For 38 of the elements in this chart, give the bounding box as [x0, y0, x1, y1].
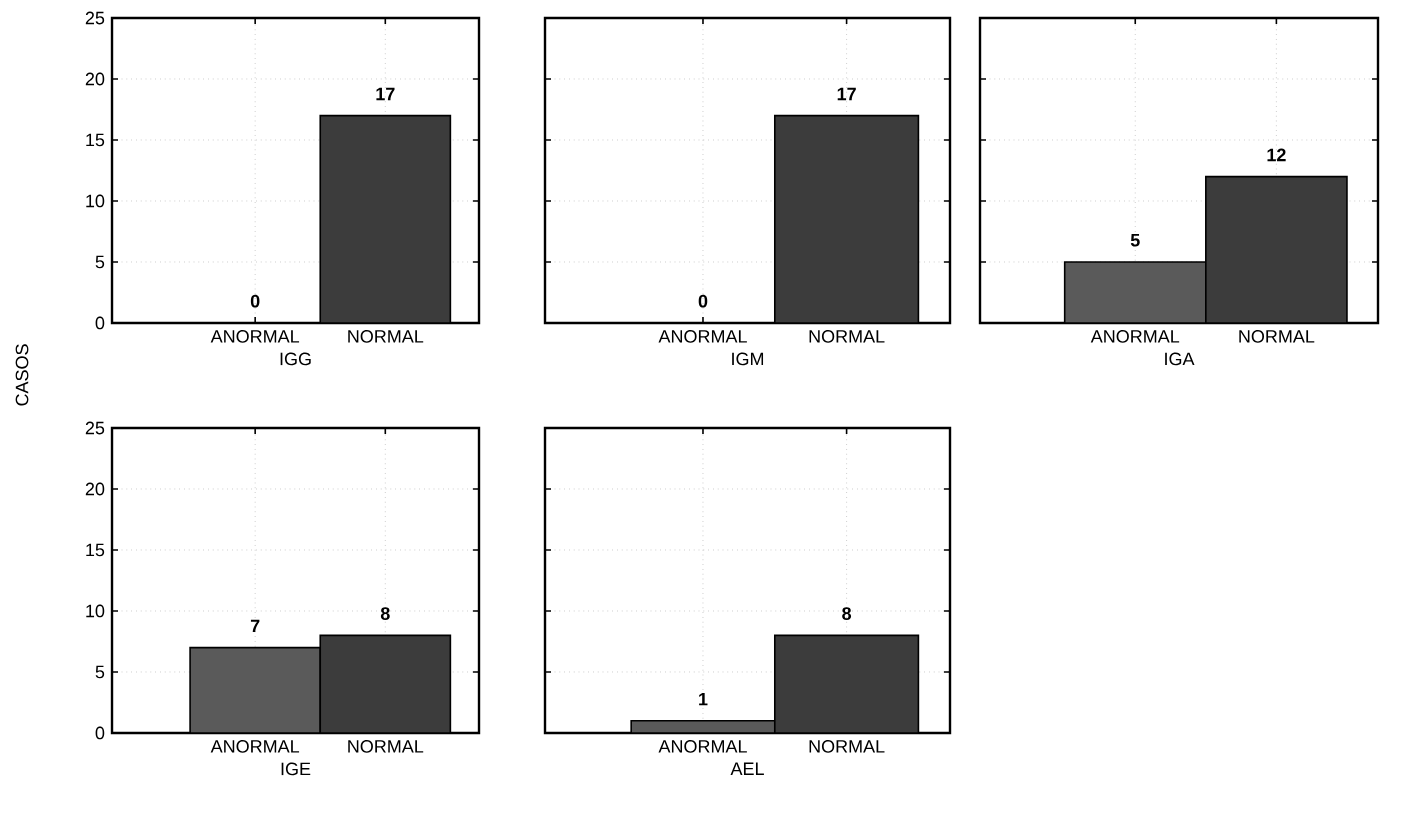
data-label: 7 — [250, 619, 260, 633]
y-tick-label: 20 — [85, 72, 105, 86]
x-tick-label: NORMAL — [348, 330, 424, 343]
y-tick-label: 15 — [86, 133, 105, 147]
y-tick-label: 20 — [85, 482, 105, 496]
x-tick-label: ANORMAL — [658, 330, 747, 343]
y-tick-label: 25 — [85, 11, 105, 25]
x-axis-title: AEL — [730, 762, 764, 775]
y-tick-label: 10 — [86, 604, 105, 618]
x-axis-title: IGA — [1165, 352, 1195, 366]
y-tick-label: 25 — [85, 421, 105, 435]
data-label: 8 — [380, 607, 390, 620]
x-tick-label: NORMAL — [809, 740, 885, 753]
x-tick-label: ANORMAL — [658, 740, 747, 753]
y-tick-label: 15 — [86, 543, 105, 557]
x-axis-title: IGM — [732, 352, 764, 366]
data-label: 0 — [250, 294, 260, 308]
data-label: 8 — [842, 607, 852, 620]
data-label: 1 — [699, 692, 708, 706]
data-label: 0 — [698, 294, 708, 308]
x-tick-label: ANORMAL — [210, 330, 300, 343]
data-label: 17 — [837, 87, 856, 101]
x-tick-label: NORMAL — [348, 740, 424, 753]
x-axis-title: IGG — [280, 352, 311, 366]
data-label: 5 — [1130, 233, 1140, 247]
y-tick-label: 0 — [95, 316, 105, 330]
y-tick-label: 5 — [95, 665, 105, 679]
x-tick-label: ANORMAL — [210, 740, 300, 753]
y-tick-label: 5 — [95, 255, 105, 269]
y-axis-title: CASOS — [15, 344, 29, 406]
data-label: 17 — [376, 87, 395, 101]
y-tick-label: 0 — [95, 726, 105, 740]
x-tick-label: NORMAL — [1239, 330, 1315, 343]
x-tick-label: NORMAL — [809, 330, 885, 343]
y-tick-label: 10 — [86, 194, 105, 208]
x-tick-label: ANORMAL — [1090, 330, 1180, 343]
data-label: 12 — [1267, 148, 1286, 162]
x-axis-title: IGE — [281, 762, 311, 776]
